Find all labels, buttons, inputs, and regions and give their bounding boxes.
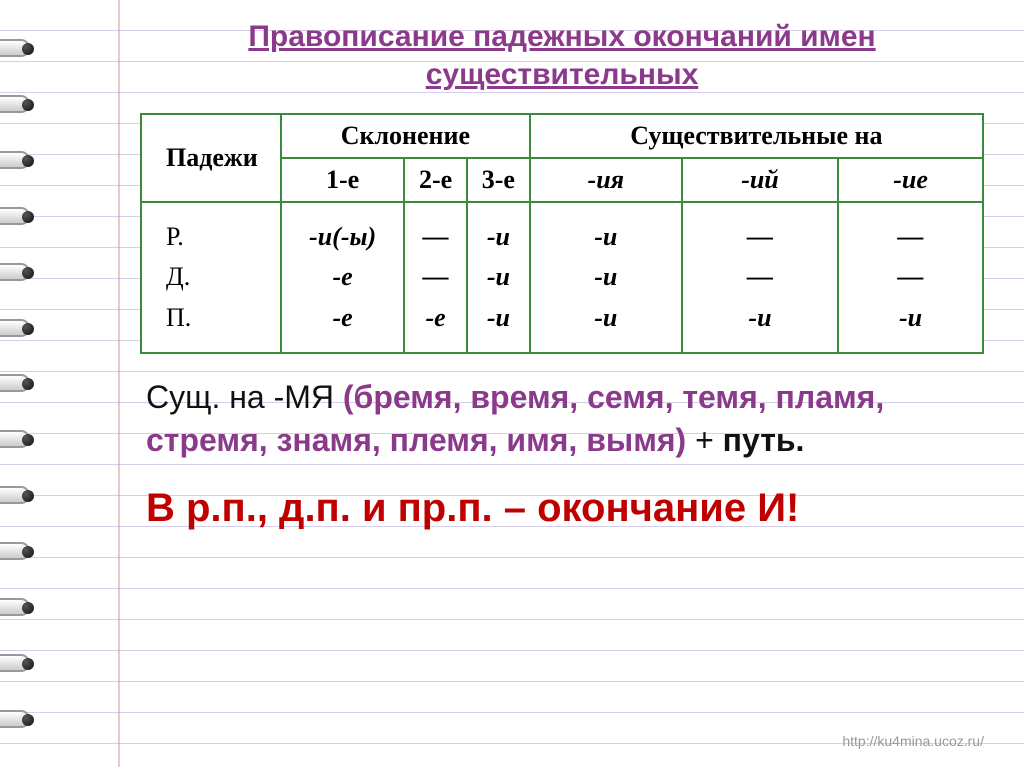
header-nouns-on: Существительные на xyxy=(530,114,983,158)
case-genitive: Р. xyxy=(166,217,280,257)
endings-col-4: -и -и -и xyxy=(530,202,682,353)
ending: -е xyxy=(282,298,403,338)
col-decl-1: 1-е xyxy=(281,158,404,202)
binding-ring xyxy=(0,598,30,616)
ending: -е xyxy=(282,257,403,297)
ending: — xyxy=(683,257,837,297)
declension-table: Падежи Склонение Существительные на 1-е … xyxy=(140,113,984,354)
title-line-2: существительных xyxy=(426,58,699,91)
ending: -и(-ы) xyxy=(282,217,403,257)
endings-col-6: — — -и xyxy=(838,202,983,353)
note-plus: + xyxy=(686,422,722,458)
endings-col-1: -и(-ы) -е -е xyxy=(281,202,404,353)
col-decl-2: 2-е xyxy=(404,158,467,202)
col-noun-iy: -ий xyxy=(682,158,838,202)
page-title: Правописание падежных окончаний имен сущ… xyxy=(140,18,984,93)
col-noun-ie: -ие xyxy=(838,158,983,202)
table-corner: Падежи xyxy=(141,114,281,202)
ending: — xyxy=(683,217,837,257)
title-line-1: Правописание падежных окончаний имен xyxy=(248,20,875,53)
note-put: путь. xyxy=(723,422,805,458)
ending: — xyxy=(839,217,982,257)
col-decl-3: 3-е xyxy=(467,158,530,202)
endings-col-3: -и -и -и xyxy=(467,202,530,353)
note-paragraph: Сущ. на -МЯ (бремя, время, семя, темя, п… xyxy=(140,376,984,462)
ending: — xyxy=(405,217,466,257)
binding-ring xyxy=(0,710,30,728)
header-declension: Склонение xyxy=(281,114,530,158)
slide-content: Правописание падежных окончаний имен сущ… xyxy=(0,0,1024,531)
case-labels-cell: Р. Д. П. xyxy=(141,202,281,353)
ending: -и xyxy=(468,298,529,338)
endings-col-5: — — -и xyxy=(682,202,838,353)
note-prefix: Сущ. на -МЯ xyxy=(146,379,343,415)
ending: -и xyxy=(531,298,681,338)
ending: -и xyxy=(468,257,529,297)
binding-ring xyxy=(0,542,30,560)
ending: -и xyxy=(839,298,982,338)
rule-text: В р.п., д.п. и пр.п. – окончание И! xyxy=(140,486,984,531)
case-dative: Д. xyxy=(166,257,280,297)
endings-col-2: — — -е xyxy=(404,202,467,353)
ending: -е xyxy=(405,298,466,338)
binding-ring xyxy=(0,654,30,672)
ending: -и xyxy=(531,217,681,257)
ending: — xyxy=(405,257,466,297)
footer-link: http://ku4mina.ucoz.ru/ xyxy=(842,733,984,749)
ending: -и xyxy=(468,217,529,257)
case-prepositional: П. xyxy=(166,298,280,338)
ending: -и xyxy=(683,298,837,338)
col-noun-iya: -ия xyxy=(530,158,682,202)
ending: -и xyxy=(531,257,681,297)
ending: — xyxy=(839,257,982,297)
